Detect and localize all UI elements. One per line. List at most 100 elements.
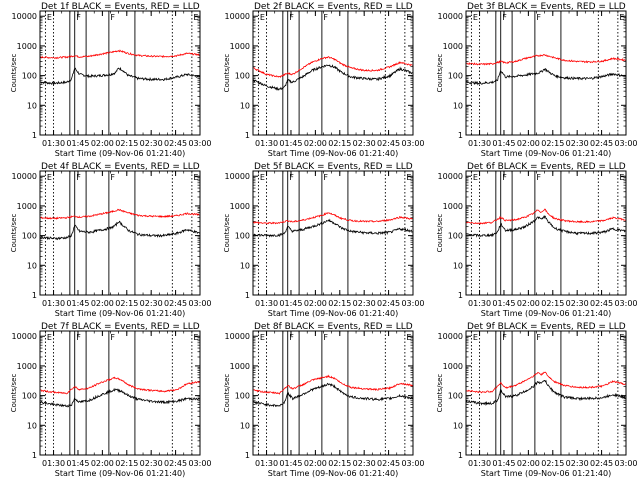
y-tick-label: 1000: [17, 202, 37, 211]
marker-label: F: [536, 13, 541, 22]
y-tick-label: 10000: [12, 172, 37, 181]
x-tick-label: 01:45: [66, 139, 89, 148]
x-tick-label: 02:15: [328, 459, 351, 468]
y-axis-label: Counts/sec: [10, 374, 18, 413]
x-axis-label: Start Time (09-Nov-06 01:21:40): [268, 309, 398, 318]
plot-frame: [252, 330, 414, 456]
x-tick-label: 02:45: [164, 459, 187, 468]
panel-title: Det 8f BLACK = Events, RED = LLD: [254, 322, 413, 332]
y-tick-label: 100: [22, 392, 37, 401]
events-series-line: [253, 218, 413, 238]
x-axis-label: Start Time (09-Nov-06 01:21:40): [481, 149, 611, 158]
lld-series-line: [253, 374, 413, 395]
y-tick-label: 1: [245, 131, 250, 140]
y-tick-label: 100: [448, 392, 463, 401]
y-axis-label: Counts/sec: [436, 54, 444, 93]
marker-label: E: [406, 173, 411, 182]
y-tick-label: 10: [240, 101, 250, 110]
x-tick-label: 01:45: [66, 459, 89, 468]
panel-title: Det 3f BLACK = Events, RED = LLD: [467, 2, 626, 12]
marker-label: E: [473, 333, 478, 342]
x-tick-label: 02:30: [353, 459, 376, 468]
x-tick-label: 02:00: [517, 459, 540, 468]
x-tick-label: 01:30: [255, 459, 278, 468]
x-tick-label: 01:45: [279, 299, 302, 308]
x-tick-label: 02:00: [304, 139, 327, 148]
y-tick-label: 100: [235, 392, 250, 401]
x-tick-label: 01:45: [492, 299, 515, 308]
x-tick-label: 01:45: [492, 459, 515, 468]
x-tick-label: 03:00: [401, 299, 424, 308]
marker-label: F: [110, 13, 115, 22]
x-tick-label: 03:00: [614, 299, 637, 308]
panel-title: Det 5f BLACK = Events, RED = LLD: [254, 162, 413, 172]
x-tick-label: 01:30: [255, 299, 278, 308]
y-tick-label: 100: [448, 72, 463, 81]
marker-label: F: [323, 13, 328, 22]
y-tick-label: 1000: [443, 362, 463, 371]
x-tick-label: 03:00: [188, 459, 211, 468]
y-tick-label: 10: [240, 261, 250, 270]
plot-frame: [39, 330, 201, 456]
y-tick-label: 100: [448, 232, 463, 241]
y-tick-label: 1: [458, 291, 463, 300]
marker-label: F: [323, 333, 328, 342]
x-tick-label: 02:45: [377, 139, 400, 148]
marker-label: E: [260, 333, 265, 342]
y-tick-label: 1000: [443, 42, 463, 51]
panel-title: Det 9f BLACK = Events, RED = LLD: [467, 322, 626, 332]
y-tick-label: 10: [453, 261, 463, 270]
marker-label: E: [473, 13, 478, 22]
x-tick-label: 02:45: [377, 299, 400, 308]
lld-series-line: [40, 208, 200, 220]
y-tick-label: 1: [458, 131, 463, 140]
panel-title: Det 1f BLACK = Events, RED = LLD: [41, 2, 200, 12]
x-tick-label: 01:30: [255, 139, 278, 148]
y-axis-label: Counts/sec: [436, 214, 444, 253]
lld-series-line: [253, 212, 413, 225]
marker-label: E: [473, 173, 478, 182]
panel-title: Det 2f BLACK = Events, RED = LLD: [254, 2, 413, 12]
marker-label: F: [289, 13, 294, 22]
panel-title: Det 4f BLACK = Events, RED = LLD: [41, 162, 200, 172]
plot-frame: [465, 330, 627, 456]
detector-panel-2: Det 2f BLACK = Events, RED = LLD 1 10 100 10…: [223, 2, 425, 158]
marker-label: E: [619, 333, 624, 342]
x-tick-label: 02:30: [566, 459, 589, 468]
marker-label: F: [289, 173, 294, 182]
y-tick-label: 10: [27, 421, 37, 430]
x-tick-label: 01:30: [468, 139, 491, 148]
lld-series-line: [253, 56, 413, 79]
y-tick-label: 10: [27, 261, 37, 270]
x-axis-label: Start Time (09-Nov-06 01:21:40): [55, 149, 185, 158]
plot-frame: [252, 170, 414, 296]
y-tick-label: 1000: [443, 202, 463, 211]
x-tick-label: 01:30: [468, 459, 491, 468]
detector-panel-9: Det 9f BLACK = Events, RED = LLD 1 10 100 10…: [436, 322, 638, 478]
y-tick-label: 10000: [12, 12, 37, 21]
x-tick-label: 02:30: [140, 299, 163, 308]
x-tick-label: 02:15: [541, 459, 564, 468]
x-tick-label: 03:00: [401, 139, 424, 148]
x-tick-label: 02:00: [91, 299, 114, 308]
x-tick-label: 02:00: [517, 299, 540, 308]
y-tick-label: 10000: [438, 332, 463, 341]
y-tick-label: 10000: [225, 172, 250, 181]
x-tick-label: 01:30: [468, 299, 491, 308]
x-tick-label: 02:15: [328, 139, 351, 148]
x-tick-label: 03:00: [188, 139, 211, 148]
y-tick-label: 10000: [12, 332, 37, 341]
plot-frame: [39, 170, 201, 296]
y-axis-label: Counts/sec: [223, 374, 231, 413]
marker-label: E: [260, 173, 265, 182]
marker-label: F: [289, 333, 294, 342]
marker-label: F: [502, 333, 507, 342]
x-axis-label: Start Time (09-Nov-06 01:21:40): [268, 149, 398, 158]
marker-label: E: [193, 173, 198, 182]
marker-label: E: [619, 173, 624, 182]
events-series-line: [466, 379, 626, 407]
marker-label: E: [47, 333, 52, 342]
detector-panel-8: Det 8f BLACK = Events, RED = LLD 1 10 100 10…: [223, 322, 425, 478]
y-tick-label: 100: [22, 232, 37, 241]
detector-panel-3: Det 3f BLACK = Events, RED = LLD 1 10 100 10…: [436, 2, 638, 158]
